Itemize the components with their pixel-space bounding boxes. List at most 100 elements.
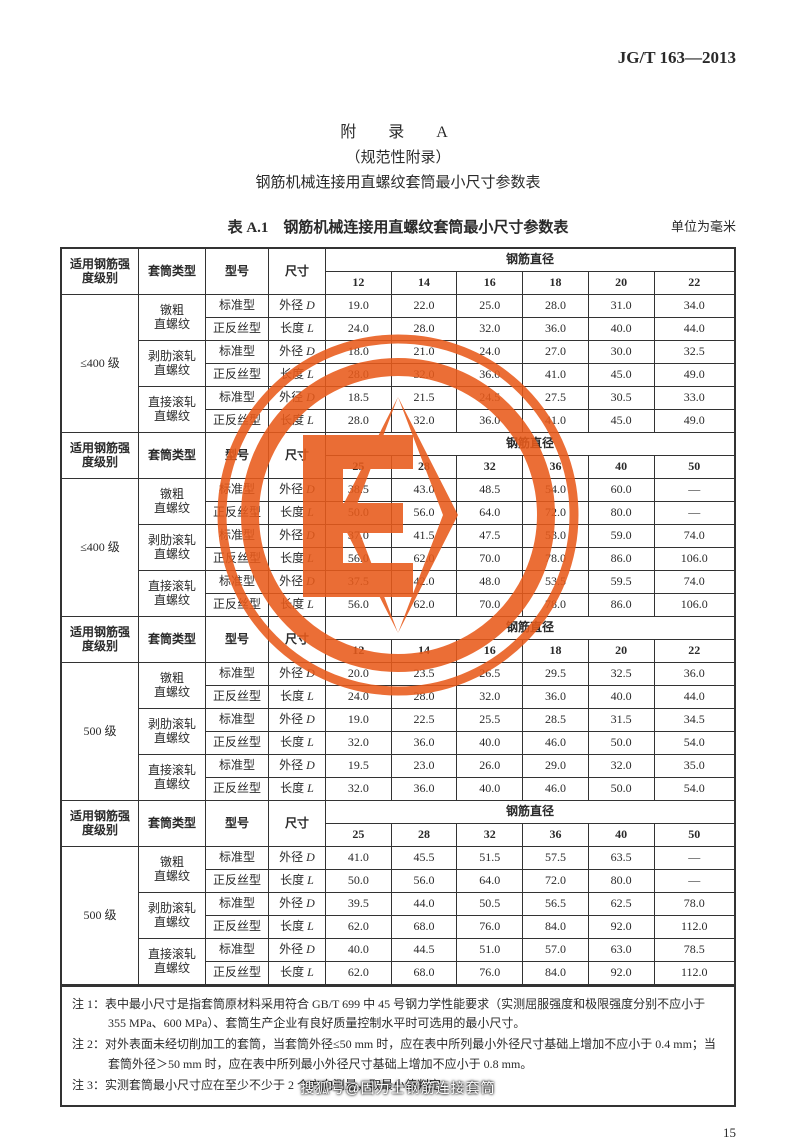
cell-value: 68.0 (391, 962, 457, 986)
cell-value: 78.0 (654, 893, 735, 916)
cell-value: 56.5 (523, 893, 589, 916)
table-row: 直接滚轧直螺纹标准型外径 D37.542.048.053.559.574.0 (61, 571, 735, 594)
cell-sleeve-type: 直接滚轧直螺纹 (139, 571, 206, 617)
col-dimension: 尺寸 (269, 801, 326, 847)
diam-header: 12 (326, 640, 392, 663)
col-dimension: 尺寸 (269, 433, 326, 479)
cell-sleeve-type: 镦粗直螺纹 (139, 295, 206, 341)
cell-value: 28.0 (391, 686, 457, 709)
col-sleeve-type: 套筒类型 (139, 617, 206, 663)
document-page: JG/T 163—2013 附 录 A （规范性附录） 钢筋机械连接用直螺纹套筒… (0, 0, 796, 1102)
cell-value: 24.0 (326, 686, 392, 709)
col-model: 型号 (206, 248, 269, 295)
diam-header: 14 (391, 640, 457, 663)
cell-value: 37.5 (326, 571, 392, 594)
cell-dimension: 外径 D (269, 893, 326, 916)
cell-value: 34.5 (654, 709, 735, 732)
diam-header: 36 (523, 456, 589, 479)
cell-value: 28.0 (326, 410, 392, 433)
cell-model: 正反丝型 (206, 594, 269, 617)
cell-dimension: 外径 D (269, 709, 326, 732)
cell-model: 正反丝型 (206, 686, 269, 709)
cell-dimension: 外径 D (269, 571, 326, 594)
cell-value: 23.0 (391, 755, 457, 778)
cell-value: 57.5 (523, 847, 589, 870)
cell-value: 44.0 (391, 893, 457, 916)
cell-grade: ≤400 级 (61, 479, 139, 617)
cell-sleeve-type: 镦粗直螺纹 (139, 847, 206, 893)
diam-header: 20 (588, 272, 654, 295)
cell-model: 标准型 (206, 341, 269, 364)
cell-model: 正反丝型 (206, 318, 269, 341)
col-rebar-diameter: 钢筋直径 (326, 433, 736, 456)
cell-model: 正反丝型 (206, 502, 269, 525)
cell-value: 40.0 (588, 686, 654, 709)
cell-dimension: 外径 D (269, 479, 326, 502)
diam-header: 14 (391, 272, 457, 295)
diam-header: 12 (326, 272, 392, 295)
cell-value: 64.0 (457, 870, 523, 893)
cell-value: — (654, 502, 735, 525)
cell-sleeve-type: 剥肋滚轧直螺纹 (139, 341, 206, 387)
cell-model: 正反丝型 (206, 732, 269, 755)
cell-model: 正反丝型 (206, 410, 269, 433)
cell-value: 45.5 (391, 847, 457, 870)
cell-dimension: 外径 D (269, 847, 326, 870)
cell-value: 41.5 (391, 525, 457, 548)
cell-value: 74.0 (654, 525, 735, 548)
cell-value: 44.5 (391, 939, 457, 962)
cell-value: 32.0 (457, 318, 523, 341)
cell-dimension: 长度 L (269, 778, 326, 801)
cell-value: 28.0 (523, 295, 589, 318)
cell-value: 47.5 (457, 525, 523, 548)
diam-header: 25 (326, 824, 392, 847)
cell-value: 34.0 (654, 295, 735, 318)
cell-dimension: 外径 D (269, 755, 326, 778)
cell-dimension: 外径 D (269, 295, 326, 318)
cell-value: 56.0 (391, 502, 457, 525)
cell-model: 正反丝型 (206, 548, 269, 571)
diam-header: 40 (588, 824, 654, 847)
cell-grade: ≤400 级 (61, 295, 139, 433)
cell-grade: 500 级 (61, 847, 139, 986)
cell-value: 50.0 (588, 778, 654, 801)
cell-value: 80.0 (588, 502, 654, 525)
cell-value: 78.0 (523, 548, 589, 571)
cell-value: 32.0 (391, 364, 457, 387)
cell-value: 92.0 (588, 962, 654, 986)
diam-header: 18 (523, 272, 589, 295)
cell-value: 54.0 (654, 732, 735, 755)
cell-dimension: 长度 L (269, 502, 326, 525)
cell-value: 49.0 (654, 410, 735, 433)
cell-value: 36.0 (523, 318, 589, 341)
cell-value: 20.0 (326, 663, 392, 686)
cell-value: 32.5 (654, 341, 735, 364)
col-grade: 适用钢筋强度级别 (61, 248, 139, 295)
cell-model: 标准型 (206, 847, 269, 870)
cell-value: 56.0 (326, 548, 392, 571)
cell-value: 40.0 (326, 939, 392, 962)
cell-model: 标准型 (206, 479, 269, 502)
cell-dimension: 长度 L (269, 870, 326, 893)
cell-value: 43.0 (391, 479, 457, 502)
cell-sleeve-type: 镦粗直螺纹 (139, 479, 206, 525)
cell-value: 56.0 (326, 594, 392, 617)
col-grade: 适用钢筋强度级别 (61, 801, 139, 847)
diam-header: 32 (457, 824, 523, 847)
table-row: ≤400 级镦粗直螺纹标准型外径 D38.543.048.554.060.0— (61, 479, 735, 502)
diam-header: 22 (654, 640, 735, 663)
col-model: 型号 (206, 433, 269, 479)
cell-value: 44.0 (654, 318, 735, 341)
cell-sleeve-type: 直接滚轧直螺纹 (139, 387, 206, 433)
cell-value: 72.0 (523, 502, 589, 525)
table-row: 直接滚轧直螺纹标准型外径 D18.521.524.527.530.533.0 (61, 387, 735, 410)
cell-value: 76.0 (457, 962, 523, 986)
cell-value: 42.0 (391, 571, 457, 594)
cell-value: — (654, 847, 735, 870)
cell-value: 41.0 (326, 847, 392, 870)
cell-value: 22.5 (391, 709, 457, 732)
cell-value: — (654, 479, 735, 502)
cell-value: 29.0 (523, 755, 589, 778)
cell-value: 84.0 (523, 962, 589, 986)
cell-value: 74.0 (654, 571, 735, 594)
